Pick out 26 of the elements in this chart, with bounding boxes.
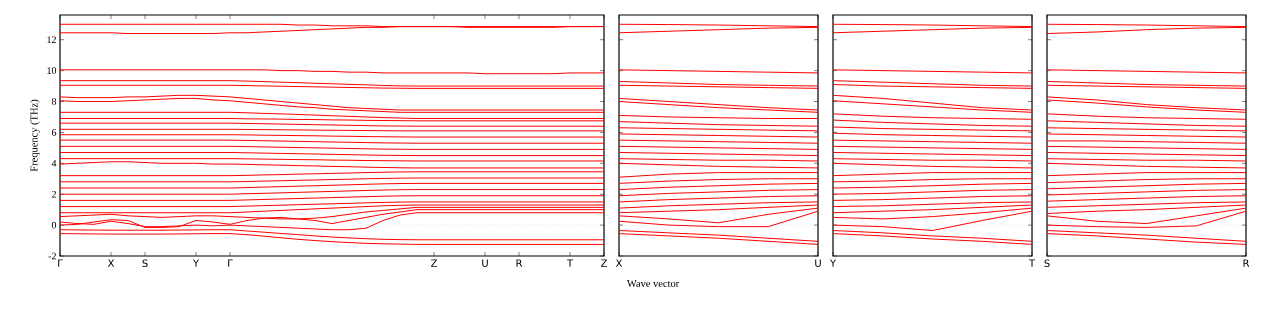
x-tick-label: Y	[192, 259, 200, 267]
y-axis-title: Frequency (THz)	[30, 99, 40, 172]
x-tick-label: X	[615, 259, 623, 267]
y-tick-label: -2	[48, 252, 56, 260]
x-tick-label: Γ	[58, 259, 63, 267]
x-tick-label: T	[566, 259, 574, 267]
x-tick-label: R	[1243, 259, 1250, 267]
x-tick-label: U	[482, 259, 488, 267]
y-tick-label: 2	[51, 190, 56, 198]
y-tick-label: 10	[47, 67, 57, 74]
x-tick-label: Z	[431, 259, 437, 267]
y-tick-label: 8	[51, 98, 57, 105]
y-tick-label: 6	[51, 129, 57, 136]
x-tick-label: X	[107, 259, 115, 267]
y-tick-label: 12	[47, 36, 56, 44]
x-tick-label: S	[1044, 259, 1050, 268]
x-tick-label: Y	[829, 259, 837, 267]
x-tick-label: S	[142, 259, 148, 268]
x-axis-title: Wave vector	[626, 280, 680, 288]
x-tick-label: R	[516, 259, 523, 267]
x-tick-label: Z	[601, 259, 607, 267]
x-tick-label: Γ	[228, 259, 233, 267]
x-tick-label: U	[815, 259, 821, 267]
x-tick-label: T	[1028, 259, 1036, 267]
y-tick-label: 4	[51, 160, 57, 167]
y-tick-label: 0	[51, 221, 57, 229]
